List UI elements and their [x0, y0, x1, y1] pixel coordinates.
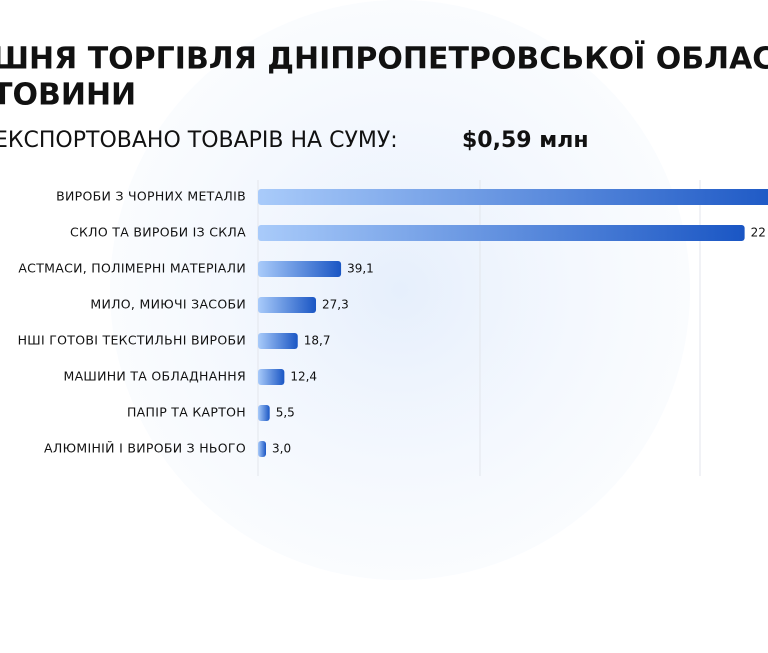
bar: [258, 369, 285, 385]
category-label: АЛЮМІНІЙ І ВИРОБИ З НЬОГО: [44, 441, 246, 456]
value-label: 18,7: [304, 334, 331, 348]
bar: [258, 441, 266, 457]
title: ШНЯ ТОРГІВЛЯ ДНІПРОПЕТРОВСЬКОЇ ОБЛАСТІ Т: [0, 41, 768, 77]
category-label: ПАПІР ТА КАРТОН: [127, 405, 246, 420]
value-label: 3,0: [272, 442, 291, 456]
title: ТОВИНИ: [0, 78, 136, 113]
background-circle: [110, 0, 690, 580]
value-label: 39,1: [347, 262, 374, 276]
bar: [258, 405, 270, 421]
bar: [258, 261, 342, 277]
subtitle: ЕКСПОРТОВАНО ТОВАРІВ НА СУМУ:: [0, 128, 398, 153]
value-label: 27,3: [322, 298, 349, 312]
category-label: МАШИНИ ТА ОБЛАДНАННЯ: [63, 369, 246, 384]
category-label: СКЛО ТА ВИРОБИ ІЗ СКЛА: [70, 225, 246, 240]
value-label: 22: [751, 226, 766, 240]
bar: [258, 297, 317, 313]
bar: [258, 189, 768, 205]
category-label: МИЛО, МИЮЧІ ЗАСОБИ: [90, 297, 246, 312]
bar: [258, 225, 745, 241]
value-label: 12,4: [290, 370, 317, 384]
total: $0,59 млн: [462, 128, 589, 153]
category-label: АСТМАСИ, ПОЛІМЕРНІ МАТЕРІАЛИ: [18, 261, 246, 276]
category-label: ВИРОБИ З ЧОРНИХ МЕТАЛІВ: [56, 189, 246, 204]
bar: [258, 333, 298, 349]
category-label: НШІ ГОТОВІ ТЕКСТИЛЬНІ ВИРОБИ: [18, 333, 246, 348]
value-label: 5,5: [276, 406, 295, 420]
